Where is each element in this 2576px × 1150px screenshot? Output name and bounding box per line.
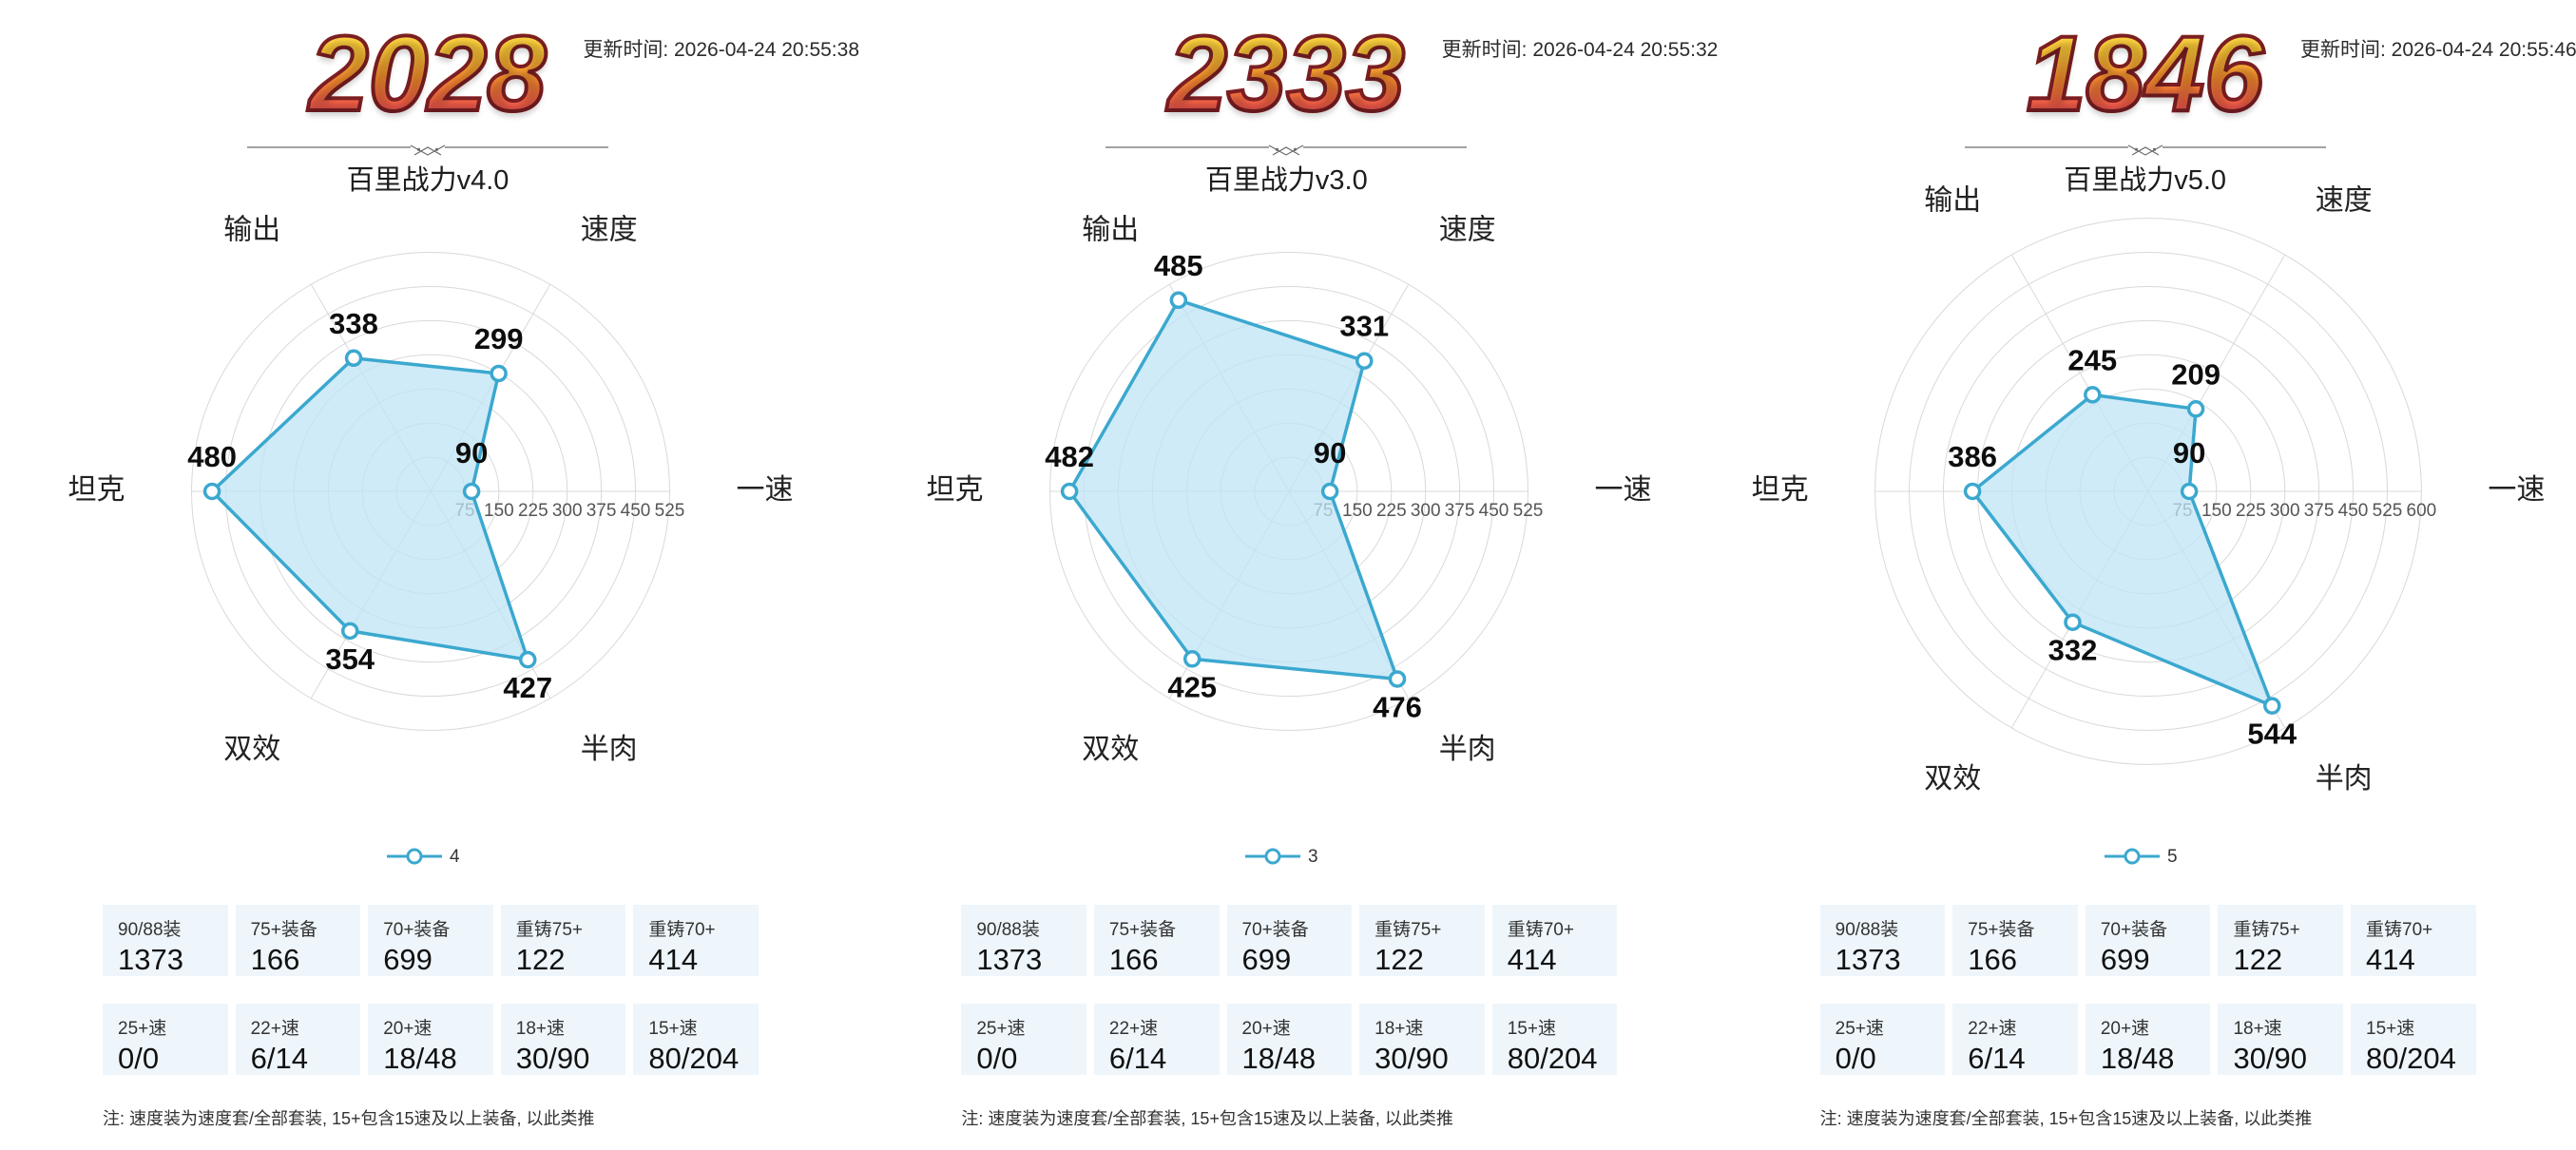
svg-text:225: 225 [1376, 501, 1407, 521]
svg-text:双效: 双效 [223, 734, 280, 765]
svg-text:90: 90 [2173, 436, 2205, 470]
svg-text:90: 90 [1314, 436, 1346, 470]
svg-text:5: 5 [2167, 847, 2178, 867]
svg-text:525: 525 [1513, 501, 1544, 521]
svg-text:150: 150 [484, 501, 514, 521]
svg-text:375: 375 [586, 501, 617, 521]
svg-text:375: 375 [1445, 501, 1475, 521]
svg-text:525: 525 [2372, 501, 2402, 521]
svg-text:速度: 速度 [2315, 185, 2372, 217]
svg-text:速度: 速度 [581, 215, 638, 246]
svg-text:209: 209 [2171, 357, 2220, 391]
svg-text:300: 300 [552, 501, 583, 521]
svg-text:3: 3 [1308, 847, 1318, 867]
svg-text:427: 427 [503, 671, 552, 704]
svg-text:225: 225 [2236, 501, 2266, 521]
svg-text:150: 150 [2201, 501, 2232, 521]
svg-text:245: 245 [2067, 343, 2117, 376]
svg-text:354: 354 [325, 642, 375, 676]
svg-text:225: 225 [518, 501, 548, 521]
svg-text:4: 4 [450, 847, 460, 867]
svg-text:150: 150 [1342, 501, 1373, 521]
svg-text:450: 450 [2337, 501, 2368, 521]
svg-text:332: 332 [2047, 634, 2097, 667]
svg-text:双效: 双效 [1083, 734, 1140, 765]
svg-text:299: 299 [474, 322, 524, 355]
svg-text:双效: 双效 [1924, 763, 1981, 795]
svg-text:331: 331 [1340, 310, 1390, 343]
svg-text:半肉: 半肉 [2315, 763, 2372, 795]
svg-text:坦克: 坦克 [1751, 474, 1808, 506]
svg-text:375: 375 [2303, 501, 2334, 521]
svg-text:450: 450 [621, 501, 651, 521]
svg-text:90: 90 [455, 436, 488, 470]
svg-text:300: 300 [2270, 501, 2300, 521]
svg-text:485: 485 [1154, 249, 1203, 282]
svg-text:输出: 输出 [223, 215, 280, 246]
svg-text:坦克: 坦克 [68, 474, 125, 506]
svg-text:半肉: 半肉 [581, 734, 638, 765]
svg-text:425: 425 [1168, 670, 1218, 703]
svg-text:300: 300 [1411, 501, 1441, 521]
svg-text:600: 600 [2406, 501, 2436, 521]
svg-text:525: 525 [655, 501, 685, 521]
svg-text:速度: 速度 [1439, 215, 1496, 246]
svg-text:一速: 一速 [737, 474, 794, 506]
svg-text:482: 482 [1046, 440, 1095, 473]
svg-text:坦克: 坦克 [927, 474, 984, 506]
svg-text:半肉: 半肉 [1439, 734, 1496, 765]
svg-text:338: 338 [329, 307, 378, 340]
svg-text:输出: 输出 [1083, 215, 1140, 246]
svg-text:386: 386 [1948, 440, 1997, 473]
svg-text:450: 450 [1479, 501, 1509, 521]
svg-text:输出: 输出 [1924, 185, 1981, 217]
svg-text:476: 476 [1373, 691, 1422, 724]
svg-text:480: 480 [187, 440, 237, 473]
svg-text:544: 544 [2247, 718, 2297, 751]
svg-text:一速: 一速 [2488, 474, 2545, 506]
svg-text:一速: 一速 [1595, 474, 1652, 506]
